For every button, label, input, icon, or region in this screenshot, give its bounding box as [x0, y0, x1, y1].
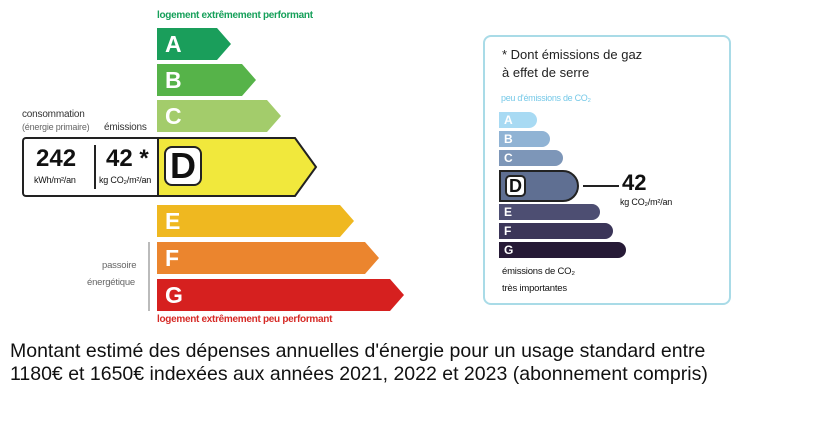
ges-grade-f-letter: F: [504, 224, 512, 238]
ges-grade-f-bar: [499, 223, 613, 239]
energy-bottom-caption: logement extrêmement peu performant: [157, 314, 333, 325]
energy-grade-a-letter: A: [165, 31, 182, 57]
energy-grade-g-letter: G: [165, 282, 183, 308]
ges-title: * Dont émissions de gaz: [502, 47, 643, 62]
energy-top-caption: logement extrêmement performant: [157, 10, 313, 21]
ges-grade-c-letter: C: [504, 151, 513, 165]
ges-grade-c-bar: [499, 150, 563, 166]
current-values-box: [22, 137, 160, 197]
energy-grade-f-arrow: [157, 242, 379, 274]
ges-grade-e-bar: [499, 204, 600, 220]
ges-subtitle: à effet de serre: [502, 65, 590, 80]
energy-grade-b-arrow: [157, 64, 256, 96]
energy-grade-e-arrow: [157, 205, 354, 237]
values-divider: [94, 145, 96, 189]
ges-grade-d-letter: D: [509, 176, 522, 196]
consumption-sublabel: (énergie primaire): [22, 122, 90, 132]
energy-grade-a-arrow: [157, 28, 231, 60]
cost-estimate-line1: Montant estimé des dépenses annuelles d'…: [10, 340, 706, 362]
emissions-unit: kg CO₂/m²/an: [99, 175, 152, 185]
ges-grade-a-bar: [499, 112, 537, 128]
emissions-label: émissions: [104, 122, 147, 133]
cost-estimate-line2: 1180€ et 1650€ indexées aux années 2021,…: [10, 363, 708, 385]
energy-grade-d-badge: [164, 146, 202, 186]
energy-grade-c-arrow: [157, 100, 281, 132]
energy-grade-b-letter: B: [165, 67, 182, 93]
energy-grade-f-letter: F: [165, 245, 180, 271]
ges-grade-b-letter: B: [504, 132, 513, 146]
energy-grade-d-letter: D: [170, 145, 196, 186]
consumption-value: 242: [36, 145, 77, 172]
ges-value: 42: [622, 170, 647, 195]
ges-bottom-caption: émissions de CO₂: [502, 266, 575, 277]
ges-grade-g-bar: [499, 242, 626, 258]
passoire-sublabel: énergétique: [87, 277, 135, 288]
passoire-label: passoire: [102, 260, 137, 271]
ges-grade-d-badge: [505, 175, 526, 197]
passoire-bracket: [148, 242, 150, 311]
energy-grade-c-letter: C: [165, 103, 182, 129]
ges-unit: kg CO₂/m²/an: [620, 197, 673, 207]
ges-grade-g-letter: G: [504, 243, 514, 257]
ges-top-caption: peu d'émissions de CO₂: [501, 93, 591, 103]
ges-value-pointer: [583, 185, 619, 187]
ges-grade-a-letter: A: [504, 113, 513, 127]
ges-bottom-caption-2: très importantes: [502, 283, 567, 294]
consumption-label: consommation: [22, 109, 85, 120]
energy-grade-g-arrow: [157, 279, 404, 311]
ges-grade-e-letter: E: [504, 205, 513, 219]
ges-panel: [483, 35, 731, 305]
emissions-value: 42 *: [106, 145, 149, 172]
energy-grade-e-letter: E: [165, 208, 181, 234]
ges-grade-b-bar: [499, 131, 550, 147]
consumption-unit: kWh/m²/an: [34, 175, 76, 185]
